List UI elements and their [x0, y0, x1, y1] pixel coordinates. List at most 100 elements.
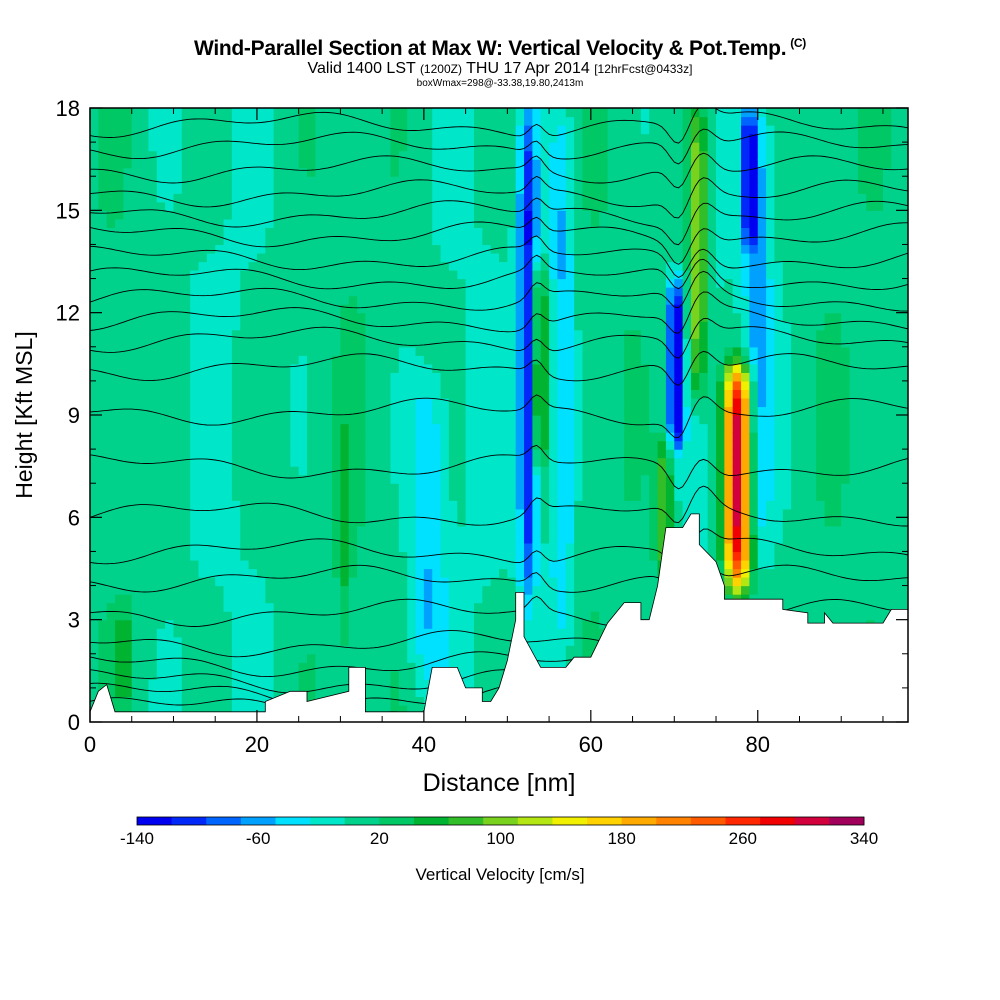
- velocity-cell: [115, 406, 124, 416]
- velocity-cell: [106, 585, 116, 595]
- velocity-cell: [198, 636, 208, 646]
- velocity-cell: [123, 372, 133, 382]
- velocity-cell: [273, 568, 283, 578]
- velocity-cell: [590, 252, 600, 263]
- velocity-cell: [515, 184, 525, 194]
- velocity-cell: [106, 542, 116, 553]
- velocity-cell: [423, 679, 433, 689]
- velocity-cell: [448, 244, 458, 254]
- velocity-cell: [557, 466, 567, 476]
- velocity-cell: [332, 363, 342, 373]
- velocity-cell: [206, 116, 216, 126]
- velocity-cell: [657, 372, 667, 382]
- velocity-cell: [340, 287, 350, 297]
- velocity-cell: [90, 585, 99, 595]
- velocity-cell: [156, 329, 166, 339]
- velocity-cell: [90, 534, 99, 544]
- velocity-cell: [615, 312, 625, 322]
- velocity-cell: [599, 517, 609, 527]
- velocity-cell: [390, 559, 400, 570]
- velocity-cell: [206, 525, 216, 535]
- velocity-cell: [423, 449, 433, 459]
- velocity-cell: [432, 278, 442, 288]
- velocity-cell: [632, 474, 642, 484]
- velocity-cell: [407, 483, 417, 493]
- velocity-cell: [465, 287, 475, 297]
- velocity-cell: [140, 116, 150, 126]
- velocity-cell: [165, 568, 175, 578]
- velocity-cell: [615, 261, 625, 271]
- velocity-cell: [256, 406, 266, 416]
- velocity-cell: [90, 542, 99, 553]
- velocity-cell: [590, 432, 600, 442]
- velocity-cell: [407, 304, 417, 314]
- velocity-cell: [215, 363, 225, 373]
- velocity-cell: [507, 457, 517, 467]
- velocity-cell: [265, 167, 275, 177]
- velocity-cell: [582, 244, 592, 254]
- velocity-cell: [373, 142, 383, 152]
- velocity-cell: [215, 372, 225, 382]
- velocity-cell: [98, 287, 108, 297]
- velocity-cell: [340, 542, 350, 553]
- velocity-cell: [307, 559, 316, 570]
- velocity-cell: [98, 474, 108, 484]
- velocity-cell: [256, 619, 266, 629]
- velocity-cell: [256, 628, 266, 638]
- velocity-cell: [123, 287, 133, 297]
- velocity-cell: [482, 440, 492, 450]
- velocity-cell: [657, 261, 667, 271]
- velocity-cell: [515, 261, 525, 271]
- velocity-cell: [432, 218, 442, 228]
- velocity-cell: [490, 176, 500, 186]
- velocity-cell: [240, 389, 250, 399]
- velocity-cell: [507, 159, 517, 169]
- velocity-cell: [165, 491, 175, 501]
- velocity-cell: [298, 304, 308, 314]
- velocity-cell: [156, 321, 166, 331]
- velocity-cell: [90, 406, 99, 416]
- velocity-cell: [432, 517, 442, 527]
- velocity-cell: [465, 159, 475, 169]
- velocity-cell: [140, 261, 150, 271]
- velocity-cell: [190, 594, 200, 604]
- velocity-cell: [307, 380, 316, 391]
- velocity-cell: [265, 125, 275, 135]
- velocity-cell: [156, 432, 166, 442]
- velocity-cell: [382, 304, 392, 314]
- velocity-cell: [148, 346, 158, 356]
- velocity-cell: [574, 150, 584, 160]
- velocity-cell: [390, 653, 400, 663]
- velocity-cell: [574, 466, 584, 476]
- velocity-cell: [190, 449, 200, 459]
- velocity-cell: [140, 159, 150, 169]
- velocity-cell: [657, 295, 667, 305]
- velocity-cell: [373, 670, 383, 680]
- velocity-cell: [290, 500, 300, 510]
- velocity-cell: [423, 295, 433, 305]
- velocity-cell: [273, 457, 283, 467]
- velocity-cell: [323, 577, 333, 587]
- velocity-cell: [315, 227, 325, 237]
- velocity-cell: [206, 628, 216, 638]
- velocity-cell: [240, 159, 250, 169]
- velocity-cell: [206, 252, 216, 263]
- velocity-cell: [490, 679, 500, 689]
- velocity-cell: [607, 304, 617, 314]
- velocity-cell: [231, 252, 241, 263]
- velocity-cell: [148, 270, 158, 280]
- velocity-cell: [140, 577, 150, 587]
- velocity-cell: [173, 568, 183, 578]
- velocity-cell: [415, 252, 425, 263]
- velocity-cell: [148, 696, 158, 706]
- velocity-cell: [323, 594, 333, 604]
- velocity-cell: [582, 389, 592, 399]
- velocity-cell: [206, 568, 216, 578]
- velocity-cell: [290, 210, 300, 220]
- velocity-cell: [465, 466, 475, 476]
- velocity-cell: [140, 210, 150, 220]
- velocity-cell: [457, 577, 467, 587]
- velocity-cell: [215, 619, 225, 629]
- velocity-cell: [507, 227, 517, 237]
- velocity-cell: [248, 295, 258, 305]
